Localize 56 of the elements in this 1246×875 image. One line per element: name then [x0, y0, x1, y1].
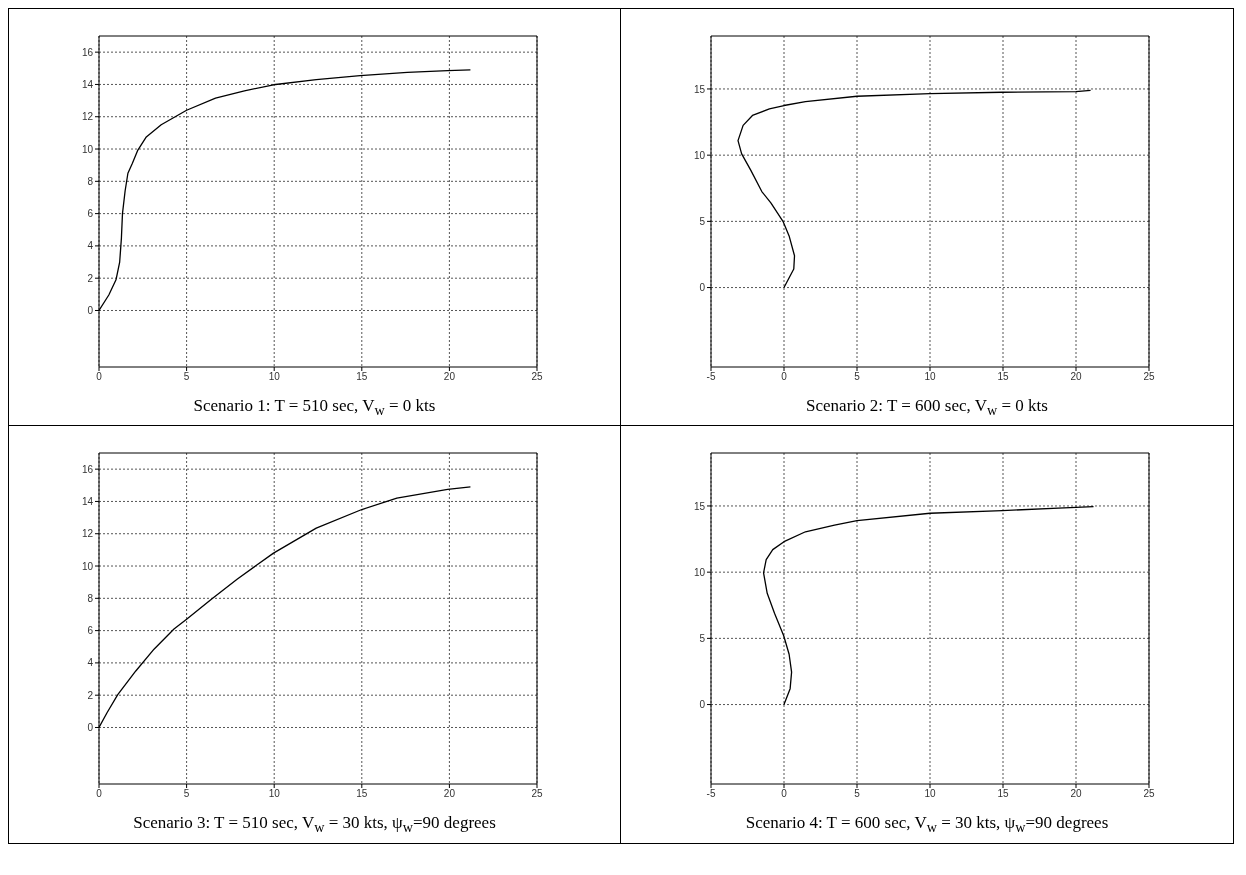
x-tick-label: 20 — [1070, 788, 1082, 800]
x-tick-label: 15 — [356, 788, 368, 800]
x-tick-label: 5 — [183, 371, 190, 383]
x-tick-label: 25 — [1143, 371, 1155, 383]
x-tick-label: 25 — [531, 788, 543, 800]
y-tick-label: 16 — [81, 464, 94, 476]
y-tick-label: 12 — [81, 111, 94, 123]
x-tick-label: -5 — [706, 788, 716, 800]
y-tick-label: 12 — [81, 528, 94, 540]
x-tick-label: 5 — [854, 788, 861, 800]
x-tick-label: 0 — [96, 788, 103, 800]
text: Scenario 2: T = 600 sec, V$_{w}$ = 0 kts — [805, 395, 1049, 421]
y-tick-label: 0 — [87, 305, 94, 317]
text: Scenario 1: T = 510 sec, V$_{w}$ = 0 kts — [192, 395, 437, 421]
x-tick-label: 10 — [924, 788, 936, 800]
x-tick-label: 20 — [1070, 371, 1082, 383]
y-tick-label: 10 — [81, 143, 94, 155]
y-tick-label: 6 — [87, 208, 94, 220]
y-tick-label: 14 — [81, 78, 94, 90]
x-tick-label: 5 — [183, 788, 190, 800]
x-tick-label: 5 — [854, 371, 861, 383]
y-tick-label: 4 — [87, 240, 94, 252]
x-tick-label: 25 — [1143, 788, 1155, 800]
x-tick-label: -5 — [706, 371, 716, 383]
y-tick-label: 14 — [81, 496, 94, 508]
x-tick-label: 10 — [268, 788, 281, 800]
y-tick-label: 0 — [87, 722, 94, 734]
x-tick-label: 10 — [924, 371, 936, 383]
y-tick-label: 15 — [693, 500, 706, 512]
text: Scenario 4: T = 600 sec, V$_{w}$ = 30 kts, ψ$_{w}$=90 degrees — [744, 812, 1110, 838]
y-tick-label: 8 — [87, 175, 94, 187]
y-tick-label: 5 — [699, 633, 706, 645]
x-tick-label: 15 — [997, 371, 1009, 383]
y-tick-label: 0 — [699, 699, 706, 711]
y-tick-label: 0 — [699, 282, 706, 294]
x-tick-label: 10 — [268, 371, 281, 383]
y-tick-label: 10 — [81, 560, 94, 572]
x-tick-label: 15 — [997, 788, 1009, 800]
y-tick-label: 2 — [87, 272, 94, 284]
y-tick-label: 16 — [81, 46, 94, 58]
x-tick-label: 0 — [96, 371, 103, 383]
x-tick-label: 15 — [356, 371, 368, 383]
x-tick-label: 0 — [781, 371, 788, 383]
x-tick-label: 0 — [781, 788, 788, 800]
y-tick-label: 15 — [693, 83, 706, 95]
text: Scenario 3: T = 510 sec, V$_{w}$ = 30 kts, ψ$_{w}$=90 degrees — [132, 812, 497, 838]
y-tick-label: 10 — [693, 149, 706, 161]
x-tick-label: 20 — [443, 371, 456, 383]
y-tick-label: 4 — [87, 657, 94, 669]
y-tick-label: 2 — [87, 690, 94, 702]
x-tick-label: 20 — [443, 788, 456, 800]
y-tick-label: 10 — [693, 567, 706, 579]
y-tick-label: 6 — [87, 625, 94, 637]
y-tick-label: 8 — [87, 593, 94, 605]
y-tick-label: 5 — [699, 215, 706, 227]
x-tick-label: 25 — [531, 371, 543, 383]
